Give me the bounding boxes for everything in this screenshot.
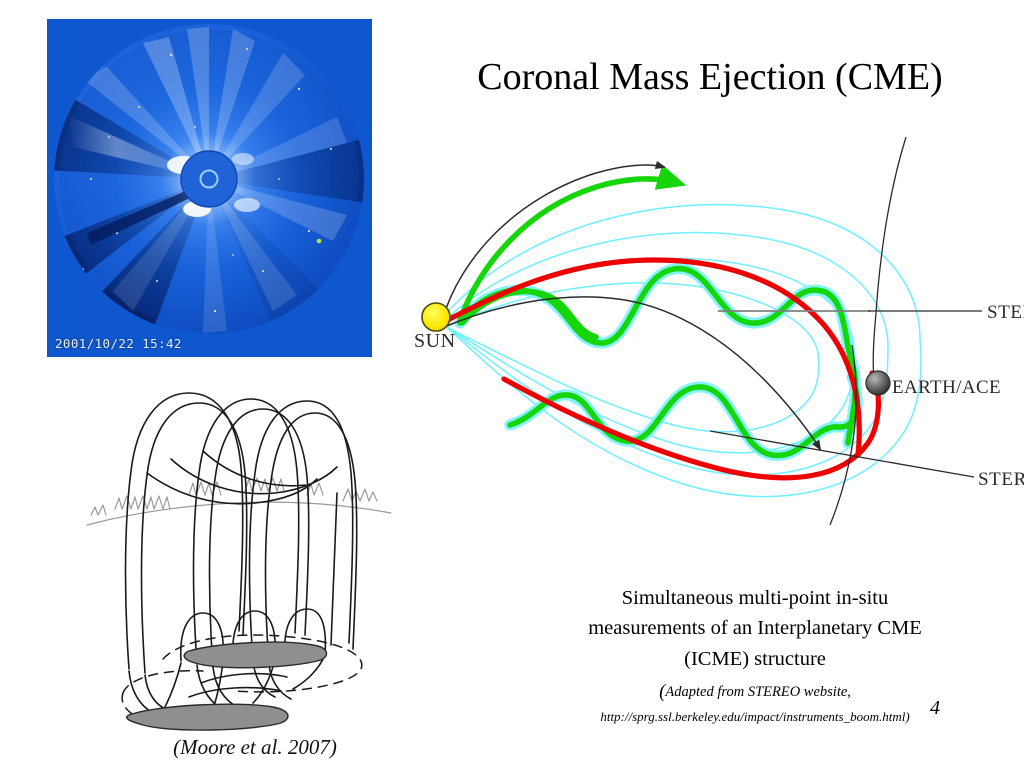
icme-source-url-line: http://sprg.ssl.berkeley.edu/impact/inst… [520,709,990,725]
lasco-coronagraph-figure: 2001/10/22 15:42 [47,19,372,357]
lasco-timestamp: 2001/10/22 15:42 [55,336,182,351]
icme-caption-block: Simultaneous multi-point in-situ measure… [520,583,990,725]
source-url[interactable]: http://sprg.ssl.berkeley.edu/impact/inst… [600,709,906,725]
source-open-paren: ( [659,680,666,702]
stereo-b-track [829,344,857,526]
sun-label: SUN [414,330,456,352]
icme-caption-line-3: (ICME) structure [684,647,826,670]
stereo-a-label: STEREO A [987,302,1024,323]
moore-figure-caption: (Moore et al. 2007) [173,735,337,759]
stereo-icme-figure: SUN STEREO A EARTH/ACE STEREO B [400,125,1024,535]
earth-marker [865,370,891,396]
source-text: Adapted from STEREO website, [665,683,851,700]
earth-ace-label: EARTH/ACE [892,377,1001,398]
icme-caption-line-1: Simultaneous multi-point in-situ [621,587,889,609]
moore-arcade-figure [85,363,393,731]
stereo-b-label: STEREO B [978,469,1024,490]
icme-structure-diagram: SUN STEREO A EARTH/ACE STEREO B [414,136,1024,526]
sun-marker [421,302,451,332]
stereo-a-track [872,136,907,382]
source-close-paren: ) [905,709,910,725]
lasco-coronagraph-image [47,19,372,357]
icme-caption-line-2: measurements of an Interplanetary CME [588,617,922,640]
icme-source-attribution: (Adapted from STEREO website, [520,678,990,707]
page-title: Coronal Mass Ejection (CME) [477,56,943,98]
page-number: 4 [930,697,940,719]
stereo-b-pointer-line [709,430,975,478]
sheared-arcade-drawing [86,392,392,731]
